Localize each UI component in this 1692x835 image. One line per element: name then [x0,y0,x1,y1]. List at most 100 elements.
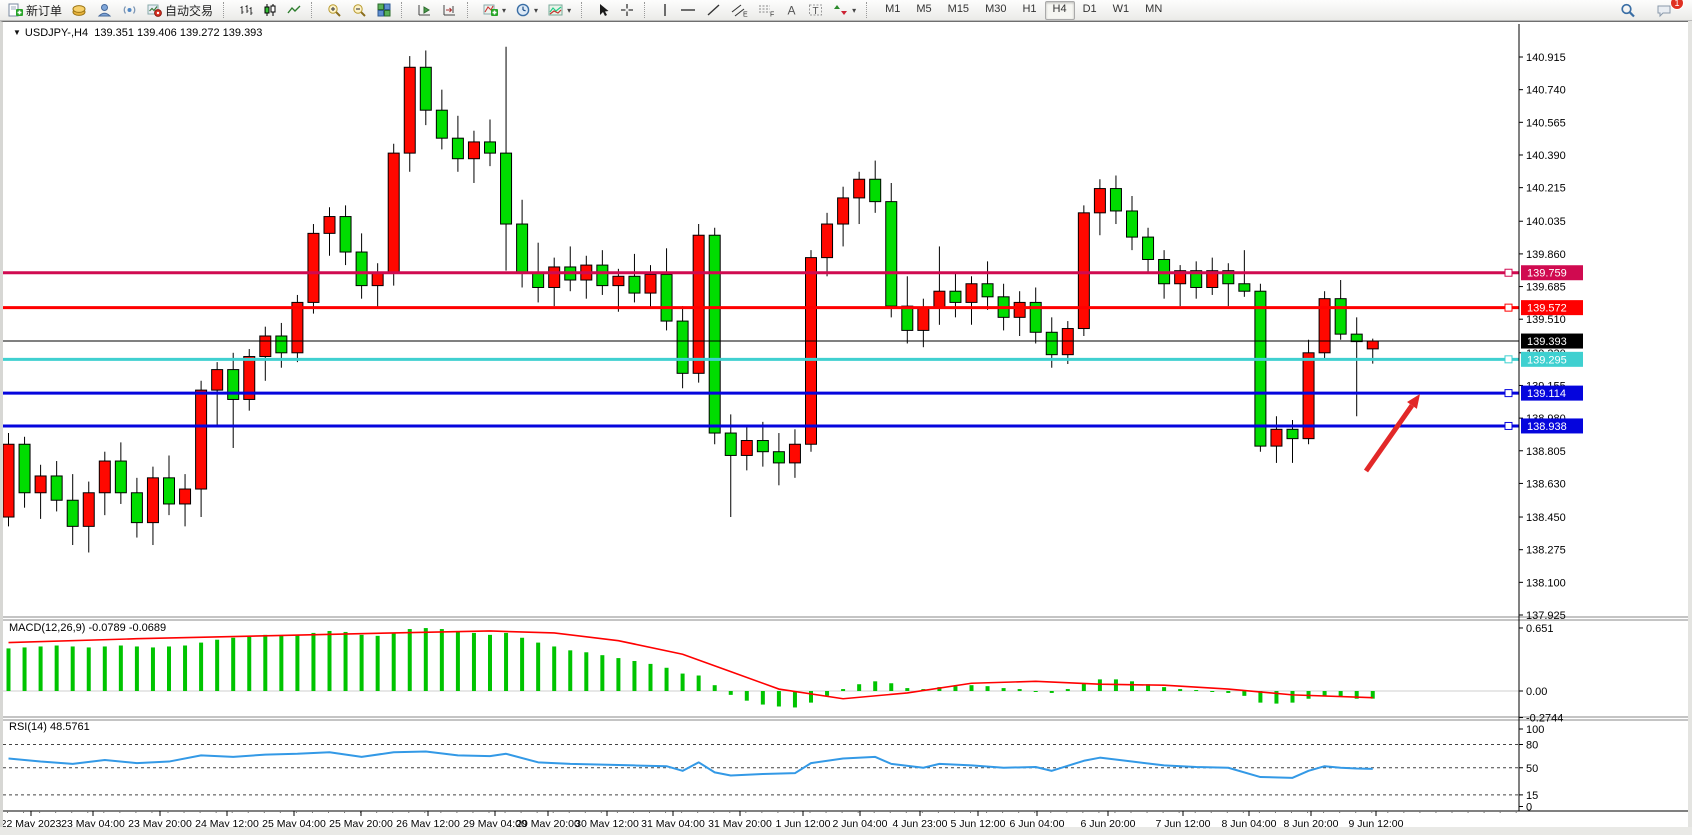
svg-text:138.630: 138.630 [1526,478,1566,490]
toolbar-separator [644,2,650,18]
svg-text:140.390: 140.390 [1526,150,1566,162]
svg-text:29 May 20:00: 29 May 20:00 [516,818,580,827]
zoom-in-button[interactable] [322,0,347,20]
tile-windows-button[interactable] [372,0,396,20]
zoom-in-icon [328,4,341,17]
window-bottom-edge [0,827,1692,835]
arrow-annotation[interactable] [1363,394,1420,473]
symbol-dropdown-icon: ▼ [13,28,21,37]
chart-canvas[interactable]: 140.915 140.740 140.565 140.390 140.215 140.0… [3,22,1692,827]
horizontal-line-icon [681,9,696,11]
timeframe-button-m30[interactable]: M30 [985,2,1007,15]
templates-button[interactable]: ▾ [543,0,576,20]
candlestick-chart-button[interactable] [258,0,282,20]
autotrading-button[interactable]: 自动交易 [142,0,218,20]
auto-scroll-button[interactable] [412,0,437,20]
fibonacci-button[interactable]: F [753,0,780,20]
new-order-icon [8,3,23,17]
svg-text:139.759: 139.759 [1527,268,1567,280]
line-chart-icon [287,5,301,14]
svg-text:1 Jun 12:00: 1 Jun 12:00 [776,818,831,827]
svg-text:139.572: 139.572 [1527,303,1567,315]
svg-text:138.805: 138.805 [1526,446,1566,458]
person-icon [97,4,112,17]
timeframe-button-m5[interactable]: M5 [916,2,932,15]
svg-text:139.295: 139.295 [1527,354,1567,366]
timeframe-button-w1[interactable]: W1 [1112,2,1130,15]
line-chart-button[interactable] [282,0,306,20]
crosshair-icon [621,4,634,16]
svg-text:138.100: 138.100 [1526,577,1566,589]
search-button[interactable] [1615,0,1641,20]
signals-button[interactable] [117,0,142,20]
price-lines[interactable] [3,268,1519,430]
svg-text:140.565: 140.565 [1526,117,1566,129]
chart-window: 140.915 140.740 140.565 140.390 140.215 140.0… [0,21,1692,827]
chat-button[interactable]: 1 [1651,0,1684,20]
fibonacci-icon: F [759,5,774,17]
bar-chart-button[interactable] [234,0,258,20]
svg-text:138.450: 138.450 [1526,512,1566,524]
zoom-out-button[interactable] [347,0,372,20]
chart-frame [3,24,1692,812]
timeframe-button-m1[interactable]: M1 [885,2,901,15]
svg-text:-0.2744: -0.2744 [1526,713,1563,725]
svg-text:31 May 20:00: 31 May 20:00 [708,818,772,827]
cursor-button[interactable] [592,0,615,20]
vertical-line-button[interactable] [655,0,675,20]
svg-text:138.938: 138.938 [1527,421,1567,433]
periods-button[interactable]: ▾ [511,0,543,20]
svg-text:50: 50 [1526,763,1538,775]
text-label-button[interactable]: T [803,0,828,20]
toolbar-separator [311,2,317,18]
shapes-dropdown-arrow[interactable]: ▾ [852,5,857,15]
cursor-arrow-icon [600,4,609,16]
svg-text:0.00: 0.00 [1526,686,1547,698]
chart-shift-button[interactable] [437,0,462,20]
svg-text:30 May 12:00: 30 May 12:00 [575,818,639,827]
timeframe-button-h1[interactable]: H1 [1022,2,1037,15]
svg-text:139.510: 139.510 [1526,314,1566,326]
timeframe-button-mn[interactable]: MN [1145,2,1163,15]
arrows-shapes-button[interactable]: ▾ [828,0,861,20]
timeframe-button-d1[interactable]: D1 [1082,2,1097,15]
templates-dropdown-arrow[interactable]: ▾ [567,5,572,15]
svg-text:2 Jun 04:00: 2 Jun 04:00 [833,818,888,827]
svg-text:139.860: 139.860 [1526,249,1566,261]
new-order-button[interactable]: 新订单 [3,0,67,20]
time-axis[interactable]: 22 May 2023 23 May 04:00 23 May 20:00 24 Ma… [3,811,1517,827]
symbol-ohlc-text: USDJPY-,H4 139.351 139.406 139.272 139.3… [24,27,263,39]
svg-text:22 May 2023: 22 May 2023 [3,818,62,827]
crosshair-button[interactable] [615,0,639,20]
svg-text:26 May 12:00: 26 May 12:00 [396,818,460,827]
svg-text:0.651: 0.651 [1526,623,1554,635]
signal-waves-icon [123,6,136,14]
svg-text:139.114: 139.114 [1527,388,1566,400]
candlestick-icon [264,4,276,16]
toolbar-separator [866,2,872,18]
profile-button[interactable] [92,0,117,20]
trendline-button[interactable] [701,0,726,20]
indicators-dropdown-arrow[interactable]: ▾ [502,5,507,15]
tile-windows-icon [377,3,391,17]
timeframe-button-h4[interactable]: H4 [1044,0,1075,20]
timeframe-group: M1 M5 M15 M30 H1 H4 D1 W1 MN [874,0,1173,20]
svg-text:80: 80 [1526,740,1538,752]
periods-dropdown-arrow[interactable]: ▾ [534,5,539,15]
svg-text:A: A [788,4,796,18]
price-axis[interactable]: 140.915 140.740 140.565 140.390 140.215 140.0… [1519,52,1583,622]
svg-text:8 Jun 04:00: 8 Jun 04:00 [1222,818,1277,827]
indicators-button[interactable]: ▾ [478,0,511,20]
timeframe-button-m15[interactable]: M15 [947,2,970,15]
market-depth-button[interactable] [67,0,92,20]
svg-text:T: T [813,6,819,17]
gold-coins-icon [72,5,86,16]
horizontal-line-button[interactable] [675,0,701,20]
text-icon: A [788,4,796,18]
symbol-ohlc-line: ▼ USDJPY-,H4 139.351 139.406 139.272 139.… [13,27,262,39]
equidistant-channel-button[interactable]: E [726,0,753,20]
chart-shift-icon [443,5,456,16]
text-button[interactable]: A [780,0,803,20]
svg-text:8 Jun 20:00: 8 Jun 20:00 [1284,818,1339,827]
chat-bubble-icon [1657,5,1671,17]
